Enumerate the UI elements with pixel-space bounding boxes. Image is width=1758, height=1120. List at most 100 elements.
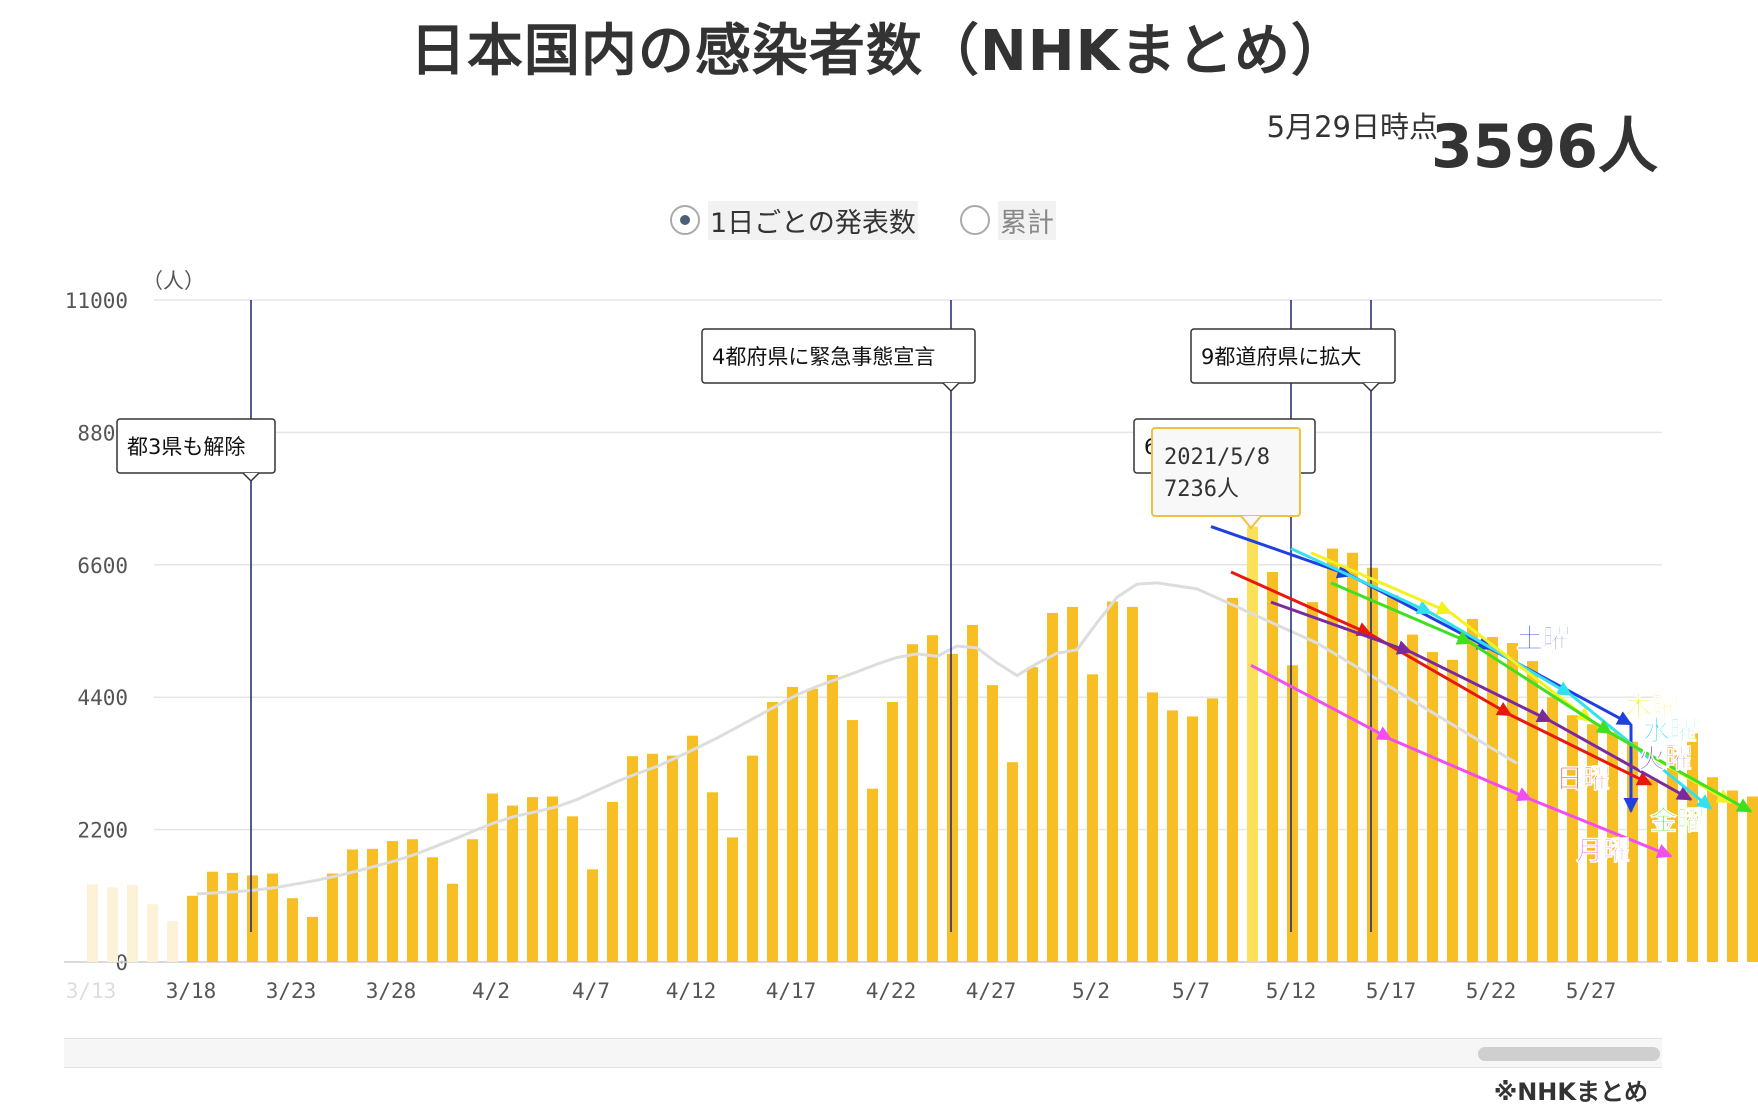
x-tick-label: 4/17 bbox=[766, 979, 817, 1003]
weekday-trend-arrow bbox=[1470, 641, 1613, 735]
bar bbox=[867, 788, 878, 962]
chart-scrollbar[interactable] bbox=[64, 1038, 1662, 1068]
bar bbox=[1147, 692, 1158, 962]
bar-faded bbox=[107, 887, 118, 962]
tooltip-pointer bbox=[1240, 515, 1262, 530]
y-tick-label: 0 bbox=[115, 951, 128, 975]
bar bbox=[1727, 790, 1738, 962]
x-tick-label: 4/22 bbox=[866, 979, 917, 1003]
bar bbox=[1207, 698, 1218, 962]
x-tick-label: 4/2 bbox=[472, 979, 510, 1003]
bar bbox=[1227, 597, 1238, 962]
bar bbox=[307, 916, 318, 962]
bar bbox=[447, 883, 458, 962]
bar bbox=[1087, 674, 1098, 962]
weekday-trend-arrow bbox=[1610, 731, 1753, 813]
toggle-daily[interactable]: 1日ごとの発表数 bbox=[670, 200, 918, 240]
bar bbox=[247, 875, 258, 962]
bar-faded bbox=[87, 884, 98, 962]
bar bbox=[1747, 796, 1758, 962]
bar-faded bbox=[147, 904, 158, 962]
bar bbox=[1687, 733, 1698, 962]
y-axis-label: （人） bbox=[142, 269, 205, 293]
bar-faded bbox=[127, 884, 138, 962]
bar-highlight bbox=[1247, 526, 1258, 962]
bar bbox=[927, 635, 938, 962]
x-tick-label-faded: 3/13 bbox=[66, 979, 117, 1003]
radio-cumulative-icon bbox=[960, 205, 990, 235]
weekday-trend-arrow bbox=[1370, 633, 1513, 717]
weekday-trend-arrow bbox=[1290, 547, 1433, 615]
bar bbox=[727, 837, 738, 962]
x-tick-label: 3/28 bbox=[366, 979, 417, 1003]
bar bbox=[347, 849, 358, 962]
bar bbox=[1427, 652, 1438, 962]
y-tick-label: 4400 bbox=[77, 686, 128, 710]
bar bbox=[1387, 594, 1398, 962]
bar bbox=[887, 702, 898, 962]
toggle-daily-label: 1日ごとの発表数 bbox=[708, 200, 918, 240]
bar bbox=[627, 756, 638, 962]
bar-faded bbox=[167, 921, 178, 962]
event-callout-box bbox=[1190, 328, 1396, 384]
bar bbox=[1047, 612, 1058, 962]
weekday-label: 土曜 bbox=[1516, 624, 1570, 655]
bar bbox=[947, 653, 958, 962]
bar bbox=[1447, 659, 1458, 962]
weekday-trend-arrow bbox=[1550, 719, 1693, 801]
bar bbox=[527, 797, 538, 962]
source-note: ※NHKまとめ bbox=[1493, 1078, 1648, 1106]
tooltip-value: 7236人 bbox=[1164, 477, 1239, 502]
bar bbox=[1127, 606, 1138, 962]
event-label: 4都府県に緊急事態宣言 bbox=[712, 345, 935, 369]
bar bbox=[567, 816, 578, 962]
scrollbar-thumb[interactable] bbox=[1478, 1047, 1660, 1061]
bar bbox=[1707, 777, 1718, 962]
event-callout-box bbox=[701, 328, 976, 384]
bar bbox=[1587, 724, 1598, 962]
bar bbox=[187, 895, 198, 962]
bar bbox=[1267, 572, 1278, 962]
x-tick-label: 4/27 bbox=[966, 979, 1017, 1003]
weekday-trend-arrow bbox=[1270, 600, 1413, 655]
x-tick-label: 5/17 bbox=[1366, 979, 1417, 1003]
bar bbox=[967, 624, 978, 962]
bar bbox=[287, 898, 298, 962]
x-tick-label: 5/7 bbox=[1172, 979, 1210, 1003]
event-callout-pointer bbox=[242, 472, 260, 483]
event-callout-pointer bbox=[1362, 382, 1380, 393]
weekday-trend-arrow bbox=[1510, 713, 1653, 786]
bar bbox=[227, 872, 238, 962]
toggle-cumulative-label: 累計 bbox=[998, 200, 1056, 240]
bar bbox=[647, 753, 658, 962]
bar bbox=[587, 869, 598, 962]
bar bbox=[1307, 602, 1318, 962]
tooltip-date: 2021/5/8 bbox=[1164, 445, 1270, 470]
bar bbox=[407, 839, 418, 962]
bar bbox=[467, 839, 478, 962]
bar bbox=[607, 801, 618, 962]
bar bbox=[367, 848, 378, 962]
weekday-trend-arrow bbox=[1530, 798, 1673, 858]
bar bbox=[1487, 637, 1498, 962]
x-tick-label: 4/12 bbox=[666, 979, 717, 1003]
bar bbox=[1667, 745, 1678, 962]
weekday-label: 水曜 bbox=[1643, 716, 1697, 747]
weekday-trend-arrow bbox=[1430, 611, 1573, 697]
event-label: 都3県も解除 bbox=[127, 435, 245, 459]
x-tick-label: 3/23 bbox=[266, 979, 317, 1003]
bar bbox=[1067, 606, 1078, 962]
page-title: 日本国内の感染者数（NHKまとめ） bbox=[409, 19, 1349, 84]
x-tick-label: 4/7 bbox=[572, 979, 610, 1003]
weekday-label: 月曜 bbox=[1575, 836, 1630, 867]
bar bbox=[1287, 665, 1298, 962]
toggle-cumulative[interactable]: 累計 bbox=[960, 200, 1056, 240]
bar bbox=[1327, 548, 1338, 962]
event-callout: 9都道府県に拡大 bbox=[1190, 328, 1396, 393]
tooltip-box bbox=[1151, 427, 1301, 517]
bar bbox=[327, 873, 338, 962]
x-tick-label: 5/27 bbox=[1566, 979, 1617, 1003]
bar bbox=[1647, 778, 1658, 962]
weekday-label: 火曜 bbox=[1638, 744, 1692, 775]
weekday-trend-arrow bbox=[1250, 663, 1393, 741]
